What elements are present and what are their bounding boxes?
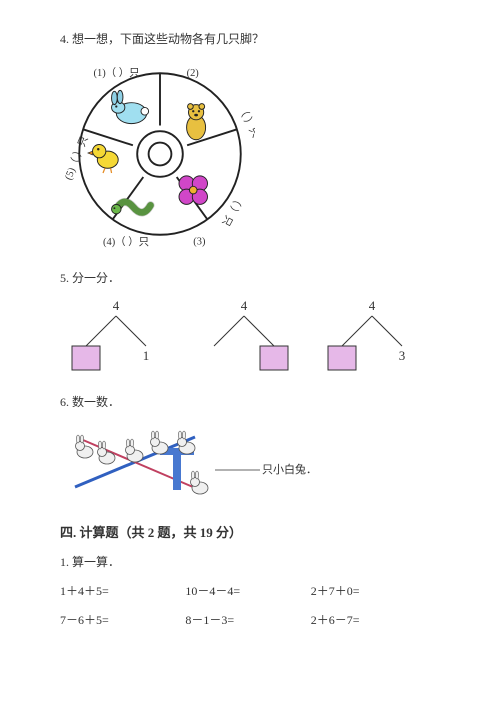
rabbit-4: [151, 431, 169, 454]
q6-text: 6. 数一数．: [60, 393, 440, 410]
split-box-1: [72, 346, 100, 370]
rabbit-3: [126, 439, 144, 462]
rabbit-icon: [112, 90, 149, 123]
calc-expr: 10－4－4=: [185, 582, 310, 599]
split-box-3: [328, 346, 356, 370]
calc-grid: 1＋4＋5= 10－4－4= 2＋7＋0= 7－6＋5= 8－1－3= 2＋6－…: [60, 582, 440, 640]
rabbit-1: [76, 435, 94, 458]
label-1: (1)（ ）只: [94, 67, 140, 79]
wheel-svg: (1)（ ）只 (2) （ ）只 （ ）只 (3) (4)（ ）只 (5)（ ）…: [65, 59, 255, 249]
split-right-3: 3: [399, 348, 406, 363]
calc-question-1: 1. 算一算． 1＋4＋5= 10－4－4= 2＋7＋0= 7－6＋5= 8－1…: [60, 553, 440, 640]
label-4: (4)（ ）只: [103, 236, 149, 248]
calc-expr: 2＋7＋0=: [311, 582, 436, 599]
split-item-2: 4: [196, 298, 296, 373]
calc-expr: 1＋4＋5=: [60, 582, 185, 599]
calc-expr: 7－6＋5=: [60, 611, 185, 628]
split-diagrams: 4 1 4 4 3: [68, 298, 440, 373]
split-top-2: 4: [241, 298, 248, 313]
snake-icon: [112, 202, 151, 214]
q4-prompt: 想一想，下面这些动物各有几只脚？: [72, 32, 264, 46]
split-svg-2: 4: [196, 298, 296, 373]
split-item-3: 4 3: [324, 298, 424, 373]
label-5: (5)（ ）只: [65, 134, 91, 181]
q5-prompt: 分一分．: [72, 271, 120, 285]
split-svg-3: 4 3: [324, 298, 424, 373]
chick-icon: [88, 145, 118, 174]
question-6: 6. 数一数．: [60, 393, 440, 502]
q5-number: 5.: [60, 271, 69, 285]
animal-wheel: (1)（ ）只 (2) （ ）只 （ ）只 (3) (4)（ ）只 (5)（ ）…: [65, 59, 255, 249]
q6-suffix: 只小白兔．: [262, 462, 317, 476]
section-4-header: 四. 计算题（共 2 题，共 19 分）: [60, 522, 440, 541]
rabbit-6: [191, 471, 209, 494]
label-3b: （ ）只: [219, 192, 246, 228]
split-item-1: 4 1: [68, 298, 168, 373]
label-3: (3): [193, 236, 206, 247]
split-top-1: 4: [113, 298, 120, 313]
q6-number: 6.: [60, 395, 69, 409]
question-4: 4. 想一想，下面这些动物各有几只脚？: [60, 30, 440, 249]
bear-icon: [187, 104, 206, 140]
calc1-prompt: 算一算．: [72, 555, 120, 569]
q6-prompt: 数一数．: [72, 395, 120, 409]
flower-icon: [179, 176, 208, 205]
calc1-number: 1.: [60, 555, 69, 569]
split-box-2: [260, 346, 288, 370]
rabbit-5: [178, 431, 196, 454]
calc1-text: 1. 算一算．: [60, 553, 440, 570]
split-top-3: 4: [369, 298, 376, 313]
split-right-1: 1: [143, 348, 150, 363]
calc-expr: 8－1－3=: [185, 611, 310, 628]
question-5: 5. 分一分． 4 1 4 4: [60, 269, 440, 373]
rabbit-scene: 只小白兔．: [65, 422, 295, 502]
label-2: (2): [187, 68, 200, 79]
split-svg-1: 4 1: [68, 298, 168, 373]
calc-expr: 2＋6－7=: [311, 611, 436, 628]
q4-text: 4. 想一想，下面这些动物各有几只脚？: [60, 30, 440, 47]
q5-text: 5. 分一分．: [60, 269, 440, 286]
rabbit-svg: 只小白兔．: [65, 422, 325, 502]
q4-number: 4.: [60, 32, 69, 46]
